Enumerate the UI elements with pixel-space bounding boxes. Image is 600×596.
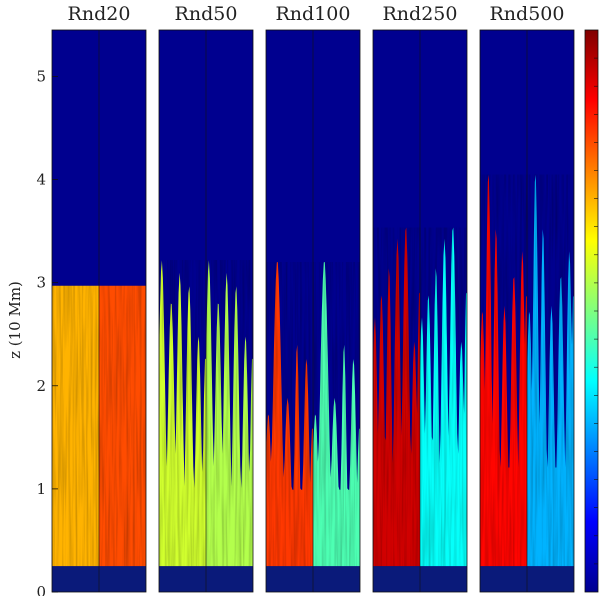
panel-frame (265, 29, 361, 593)
panel-rnd50: Rnd50 (158, 3, 254, 593)
colorbar (584, 29, 599, 593)
plume-streaks-left (266, 262, 313, 567)
plume-streaks-right (527, 174, 574, 567)
y-tick-label: 4 (36, 171, 46, 189)
y-axis: 0 1 2 3 4 5 z (10 Mm) (6, 67, 58, 596)
y-tick-label: 0 (36, 583, 46, 596)
plume-streaks-left (52, 285, 99, 567)
plume-streaks-left (373, 227, 420, 567)
y-axis-label: z (10 Mm) (6, 281, 24, 359)
panel-frame (51, 29, 147, 593)
plume-streaks-right (313, 262, 360, 567)
plume-streaks-right (99, 285, 146, 567)
panels: Rnd20 Rnd50 Rnd100 Rnd250 Rnd500 (51, 3, 575, 593)
panel-title: Rnd50 (175, 3, 238, 25)
panel-frame (372, 29, 468, 593)
panel-frame (158, 29, 254, 593)
panel-title: Rnd100 (276, 3, 351, 25)
y-tick-label: 1 (36, 480, 46, 498)
panel-frame (479, 29, 575, 593)
panel-rnd20: Rnd20 (51, 3, 147, 593)
plume-streaks-left (159, 260, 206, 567)
plume-streaks-right (420, 227, 467, 567)
y-tick-label: 3 (36, 274, 46, 292)
y-tick-label: 2 (36, 377, 46, 395)
panel-rnd250: Rnd250 (372, 3, 468, 593)
panel-title: Rnd20 (68, 3, 131, 25)
panel-title: Rnd250 (383, 3, 458, 25)
panel-rnd500: Rnd500 (479, 3, 575, 593)
y-tick-label: 5 (36, 67, 46, 85)
plume-streaks-right (206, 260, 253, 567)
panel-title: Rnd500 (490, 3, 565, 25)
plume-streaks-left (480, 174, 527, 567)
panel-rnd100: Rnd100 (265, 3, 361, 593)
